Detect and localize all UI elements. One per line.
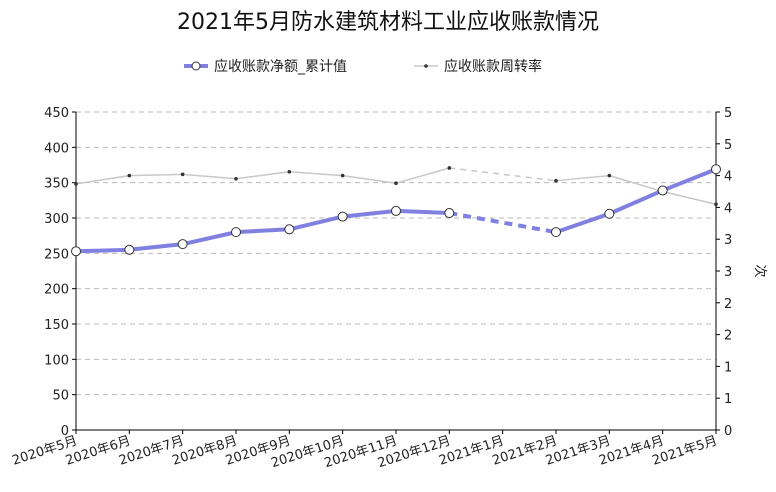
data-point xyxy=(284,224,295,235)
data-point xyxy=(231,227,241,238)
data-point xyxy=(337,211,348,222)
legend-item-turnover[interactable]: 应收账款周转率 xyxy=(414,58,542,75)
data-point xyxy=(554,178,558,183)
y-right-tick-label: 0 xyxy=(724,424,732,439)
series-gap-line xyxy=(449,167,557,182)
y-left-tick-label: 300 xyxy=(44,212,69,227)
y-right-tick-label: 1 xyxy=(724,392,732,407)
legend-item-net[interactable]: 应收账款净额_累计值 xyxy=(184,58,347,75)
grid-lines xyxy=(76,111,716,396)
y-right-tick-label: 2 xyxy=(724,329,732,344)
y-right-tick-label: 4 xyxy=(724,201,732,216)
y-right-tick-label: 5 xyxy=(724,106,732,121)
y-right-axis-label: 次 xyxy=(752,264,768,277)
y-right-tick-label: 4 xyxy=(724,170,732,185)
y-left-tick-label: 450 xyxy=(44,106,69,121)
y-left-tick-label: 150 xyxy=(44,318,69,333)
data-point xyxy=(127,173,132,178)
data-point xyxy=(444,208,455,219)
y-left-tick-label: 50 xyxy=(52,389,69,404)
data-point xyxy=(74,182,78,186)
y-left-tick-label: 350 xyxy=(44,177,69,192)
data-point xyxy=(71,246,81,257)
data-point xyxy=(711,164,721,175)
y-left-tick-label: 100 xyxy=(44,353,69,368)
data-point xyxy=(551,227,561,238)
series-gap-line xyxy=(448,211,557,235)
y-right-tick-label: 3 xyxy=(724,265,732,280)
legend-label-net: 应收账款净额_累计值 xyxy=(214,58,347,75)
data-point xyxy=(607,173,612,178)
data-point xyxy=(287,169,292,174)
data-point xyxy=(177,239,188,250)
series-line xyxy=(555,167,717,235)
data-point xyxy=(340,173,345,178)
data-point xyxy=(604,208,615,219)
data-point xyxy=(394,181,398,186)
data-point xyxy=(447,166,452,170)
legend-label-turnover: 应收账款周转率 xyxy=(444,58,542,75)
y-right-tick-label: 2 xyxy=(724,297,732,312)
legend: 应收账款净额_累计值 应收账款周转率 xyxy=(184,58,542,75)
y-left-tick-label: 200 xyxy=(44,283,69,298)
series-line xyxy=(555,174,717,205)
y-left-tick-label: 400 xyxy=(44,141,69,156)
chart-title: 2021年5月防水建筑材料工业应收账款情况 xyxy=(177,10,599,35)
y-right-tick-labels: 0 1 1 2 2 3 3 4 4 5 5 xyxy=(724,106,732,439)
y-left-tick-label: 250 xyxy=(44,247,69,262)
y-right-tick-label: 1 xyxy=(724,360,732,375)
data-point xyxy=(657,185,668,196)
x-tick-labels: 2020年5月2020年6月2020年7月2020年8月2020年9月2020年… xyxy=(11,434,720,472)
data-point xyxy=(180,172,185,177)
y-left-tick-label: 0 xyxy=(61,424,69,439)
y-right-tick-label: 3 xyxy=(724,233,732,248)
series-line xyxy=(75,167,450,185)
series-line xyxy=(75,208,450,254)
data-point xyxy=(714,202,718,207)
data-point xyxy=(391,205,401,216)
y-right-tick-label: 5 xyxy=(724,138,732,153)
data-point xyxy=(124,244,135,255)
series-layer xyxy=(71,164,721,257)
y-left-tick-labels: 0 50 100 150 200 250 300 350 400 450 xyxy=(44,106,69,439)
axes xyxy=(72,111,720,434)
data-point xyxy=(234,176,238,181)
series-0 xyxy=(71,164,721,257)
series-1 xyxy=(74,166,718,207)
